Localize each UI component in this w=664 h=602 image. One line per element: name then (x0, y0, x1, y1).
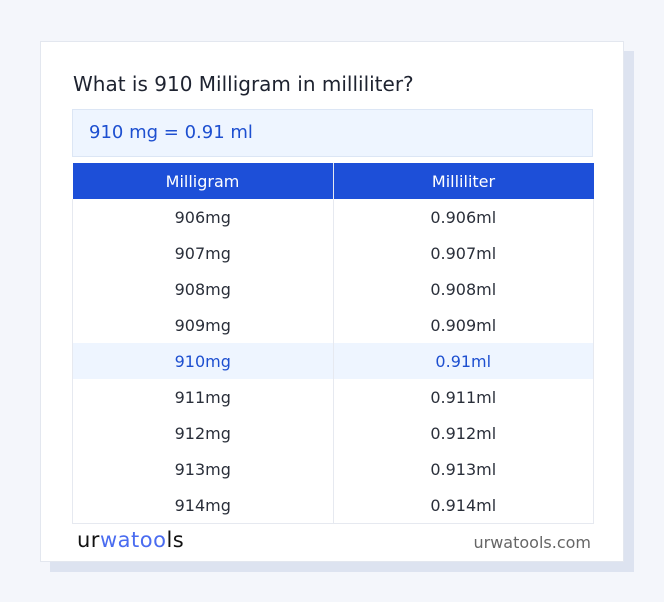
milliliter-cell: 0.909ml (332, 307, 594, 343)
table-row: 911mg 0.911ml (72, 379, 594, 415)
milliliter-cell: 0.913ml (332, 451, 594, 487)
milliliter-cell: 0.907ml (332, 235, 594, 271)
conversion-table: Milligram Milliliter 906mg 0.906ml 907mg 0.… (72, 163, 594, 524)
column-header-milligram: Milligram (72, 163, 333, 199)
table-row: 910mg 0.91ml (72, 343, 594, 379)
milligram-cell: 906mg (72, 199, 334, 235)
urwatools-logo: urwatools (77, 528, 185, 552)
table-row: 913mg 0.913ml (72, 451, 594, 487)
site-url: urwatools.com (473, 533, 592, 552)
milliliter-cell: 0.908ml (332, 271, 594, 307)
milligram-cell: 907mg (72, 235, 334, 271)
conversion-card: What is 910 Milligram in milliliter? 910… (40, 41, 624, 562)
milligram-cell: 914mg (72, 487, 334, 524)
milligram-cell: 913mg (72, 451, 334, 487)
milliliter-cell: 0.914ml (332, 487, 594, 524)
milliliter-cell: 0.91ml (332, 343, 594, 379)
milligram-cell: 910mg (72, 343, 334, 379)
column-header-milliliter: Milliliter (332, 163, 594, 199)
table-row: 912mg 0.912ml (72, 415, 594, 451)
conversion-result: 910 mg = 0.91 ml (72, 109, 593, 157)
milliliter-cell: 0.911ml (332, 379, 594, 415)
table-row: 907mg 0.907ml (72, 235, 594, 271)
milligram-cell: 909mg (72, 307, 334, 343)
milligram-cell: 911mg (72, 379, 334, 415)
milliliter-cell: 0.912ml (332, 415, 594, 451)
page-title: What is 910 Milligram in milliliter? (73, 72, 414, 96)
table-row: 914mg 0.914ml (72, 487, 594, 524)
table-row: 909mg 0.909ml (72, 307, 594, 343)
milliliter-cell: 0.906ml (332, 199, 594, 235)
table-row: 908mg 0.908ml (72, 271, 594, 307)
table-row: 906mg 0.906ml (72, 199, 594, 235)
milligram-cell: 912mg (72, 415, 334, 451)
milligram-cell: 908mg (72, 271, 334, 307)
